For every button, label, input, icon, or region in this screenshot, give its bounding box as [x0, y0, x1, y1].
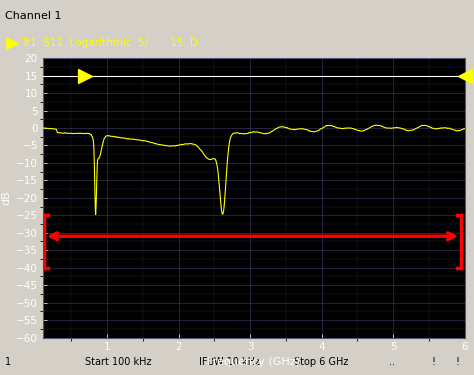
Text: !: ! [455, 357, 459, 367]
Text: 15  D: 15 D [166, 38, 198, 48]
Text: !: ! [431, 357, 435, 367]
Text: Stop 6 GHz: Stop 6 GHz [294, 357, 348, 367]
Text: Start 100 kHz: Start 100 kHz [85, 357, 152, 367]
Text: 1: 1 [5, 357, 11, 367]
Text: Channel 1: Channel 1 [5, 11, 61, 21]
Y-axis label: dB: dB [1, 190, 12, 205]
Text: Tr1  S11  Logarithmic  5/: Tr1 S11 Logarithmic 5/ [21, 38, 148, 48]
X-axis label: Frequency (GHz): Frequency (GHz) [207, 357, 300, 366]
Text: IFBW 10 kHz: IFBW 10 kHz [199, 357, 260, 367]
Text: ..: .. [389, 357, 395, 367]
